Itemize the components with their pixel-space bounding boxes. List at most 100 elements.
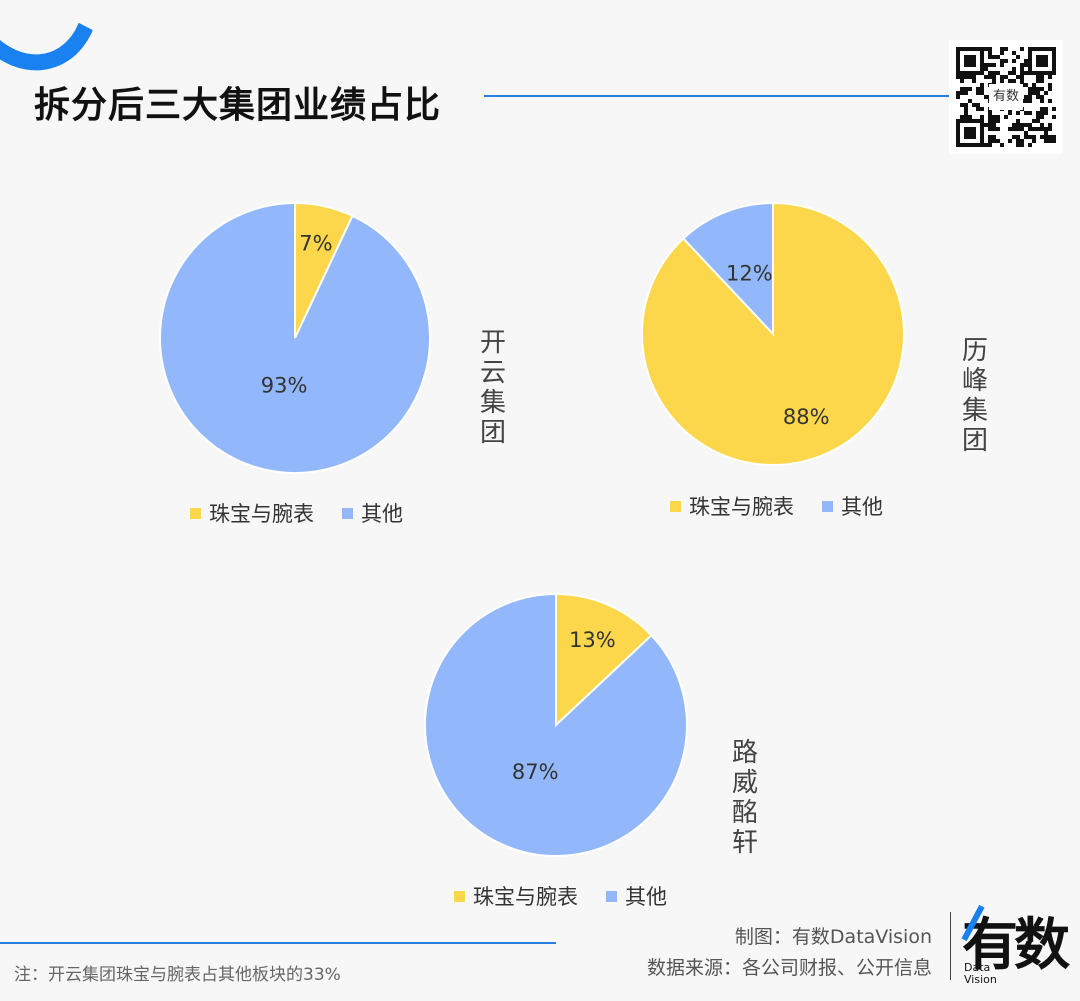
pie-slice-1-jewelry bbox=[641, 201, 905, 466]
qr-module bbox=[964, 127, 976, 139]
qr-module bbox=[1024, 71, 1028, 75]
legend-label: 其他 bbox=[625, 885, 667, 909]
legend-label: 其他 bbox=[841, 495, 883, 519]
qr-module bbox=[1024, 131, 1028, 135]
qr-module bbox=[960, 115, 964, 119]
qr-module bbox=[1040, 135, 1044, 139]
qr-module bbox=[988, 123, 992, 127]
qr-module bbox=[992, 55, 996, 59]
qr-module bbox=[1048, 135, 1052, 139]
qr-module bbox=[988, 115, 992, 119]
qr-module bbox=[984, 123, 988, 127]
qr-module bbox=[1016, 119, 1020, 123]
qr-module bbox=[1000, 79, 1004, 83]
qr-module bbox=[972, 103, 976, 107]
footnote: 注：开云集团珠宝与腕表占其他板块的33% bbox=[14, 965, 341, 985]
qr-module bbox=[968, 115, 972, 119]
qr-module bbox=[988, 55, 992, 59]
legend-kering: 珠宝与腕表 其他 bbox=[190, 498, 431, 528]
legend-item-jewelry: 珠宝与腕表 bbox=[670, 491, 794, 521]
qr-module bbox=[960, 75, 964, 79]
qr-module bbox=[988, 71, 992, 75]
pie-slice-0-other bbox=[159, 201, 431, 474]
qr-module bbox=[1032, 83, 1036, 87]
qr-module bbox=[988, 127, 992, 131]
qr-module bbox=[1036, 55, 1048, 67]
qr-module bbox=[1028, 127, 1032, 131]
qr-module bbox=[964, 91, 968, 95]
qr-center-label: 有数 bbox=[989, 84, 1023, 110]
qr-module bbox=[956, 91, 960, 95]
qr-module bbox=[984, 143, 988, 147]
qr-module bbox=[1028, 135, 1032, 139]
qr-module bbox=[1036, 127, 1040, 131]
brand-logo-sub1: Data bbox=[964, 961, 991, 974]
qr-module bbox=[1008, 139, 1012, 143]
qr-module bbox=[1044, 131, 1048, 135]
qr-module bbox=[1032, 87, 1036, 91]
qr-module bbox=[1016, 139, 1020, 143]
qr-module bbox=[964, 107, 968, 111]
pie-label-2-jewelry: 13% bbox=[569, 628, 616, 652]
qr-module bbox=[1020, 143, 1024, 147]
qr-module bbox=[996, 71, 1000, 75]
qr-module bbox=[1000, 51, 1004, 55]
qr-module bbox=[1004, 115, 1008, 119]
qr-module bbox=[1012, 79, 1016, 83]
qr-module bbox=[1040, 107, 1044, 111]
qr-module bbox=[1008, 79, 1012, 83]
qr-module bbox=[1012, 59, 1016, 63]
legend-item-jewelry: 珠宝与腕表 bbox=[190, 498, 314, 528]
qr-module bbox=[992, 115, 996, 119]
qr-module bbox=[1048, 75, 1052, 79]
qr-module bbox=[1020, 67, 1024, 71]
brand-logo-subtitle: Data Vision bbox=[964, 962, 997, 986]
qr-module bbox=[1020, 47, 1024, 51]
qr-module bbox=[996, 139, 1000, 143]
legend-item-other: 其他 bbox=[606, 881, 667, 911]
qr-module bbox=[1028, 99, 1032, 103]
qr-module bbox=[984, 95, 988, 99]
qr-module bbox=[1036, 119, 1040, 123]
qr-module bbox=[1040, 75, 1044, 79]
qr-module bbox=[960, 87, 964, 91]
qr-module bbox=[960, 79, 964, 83]
qr-module bbox=[992, 123, 996, 127]
qr-module bbox=[956, 95, 960, 99]
legend-swatch-blue bbox=[342, 507, 353, 519]
qr-module bbox=[1012, 51, 1016, 55]
qr-module bbox=[1016, 143, 1020, 147]
qr-module bbox=[1052, 107, 1056, 111]
qr-module bbox=[980, 107, 984, 111]
credit-separator bbox=[950, 912, 951, 980]
qr-module bbox=[988, 143, 992, 147]
qr-module bbox=[1024, 63, 1028, 67]
qr-module bbox=[1024, 83, 1028, 87]
qr-module bbox=[988, 111, 992, 115]
legend-lvmh: 珠宝与腕表 其他 bbox=[454, 881, 695, 911]
legend-swatch-blue bbox=[606, 890, 617, 902]
qr-module bbox=[988, 51, 992, 55]
qr-module bbox=[1008, 71, 1012, 75]
qr-code-icon[interactable]: 有数 bbox=[949, 40, 1063, 154]
qr-module bbox=[1036, 75, 1040, 79]
qr-module bbox=[992, 71, 996, 75]
qr-module bbox=[984, 63, 988, 67]
qr-module bbox=[964, 75, 968, 79]
qr-module bbox=[976, 107, 980, 111]
qr-module bbox=[1032, 119, 1036, 123]
pie-label-2-other: 87% bbox=[512, 760, 559, 784]
legend-swatch-yellow bbox=[670, 500, 681, 512]
qr-module bbox=[1044, 91, 1048, 95]
qr-module bbox=[1024, 135, 1028, 139]
qr-module bbox=[1012, 71, 1016, 75]
qr-module bbox=[1016, 127, 1020, 131]
qr-module bbox=[1040, 95, 1044, 99]
qr-module bbox=[1040, 87, 1044, 91]
qr-module bbox=[1016, 75, 1020, 79]
qr-module bbox=[1040, 123, 1044, 127]
qr-module bbox=[996, 115, 1000, 119]
pie-slice-1-other bbox=[681, 201, 774, 337]
qr-module bbox=[1036, 91, 1040, 95]
